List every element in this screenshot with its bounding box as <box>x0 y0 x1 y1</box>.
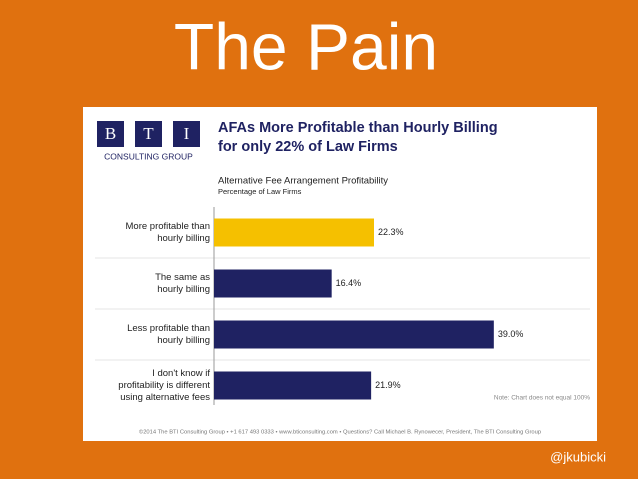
bar <box>214 269 332 298</box>
chart-title: AFAs More Profitable than Hourly Billing <box>218 120 498 136</box>
logo-letter: I <box>184 124 190 143</box>
category-label: hourly billing <box>157 284 210 295</box>
bar <box>214 320 494 349</box>
value-label: 39.0% <box>498 329 524 339</box>
value-label: 21.9% <box>375 380 401 390</box>
logo-letter: B <box>105 124 116 143</box>
category-label: profitability is different <box>118 380 210 391</box>
value-label: 16.4% <box>336 278 362 288</box>
logo-box <box>97 121 124 147</box>
logo: B T I CONSULTING GROUP <box>97 121 200 161</box>
category-label: I don't know if <box>152 368 210 379</box>
logo-name: CONSULTING GROUP <box>104 151 193 161</box>
category-label: hourly billing <box>157 233 210 244</box>
chart-title: for only 22% of Law Firms <box>218 139 398 155</box>
category-label: More profitable than <box>126 221 211 232</box>
axis-label: Percentage of Law Firms <box>218 187 302 196</box>
value-label: 22.3% <box>378 227 404 237</box>
logo-box <box>135 121 162 147</box>
category-label: hourly billing <box>157 335 210 346</box>
logo-box <box>173 121 200 147</box>
category-label: Less profitable than <box>127 323 210 334</box>
bar <box>214 371 372 400</box>
slide-title: The Pain <box>174 9 438 83</box>
bar <box>214 218 375 247</box>
chart-subtitle: Alternative Fee Arrangement Profitabilit… <box>218 176 388 187</box>
footer: ©2014 The BTI Consulting Group • +1 617 … <box>139 429 541 436</box>
logo-letter: T <box>143 124 154 143</box>
handle: @jkubicki <box>550 449 606 464</box>
note: Note: Chart does not equal 100% <box>494 395 590 402</box>
category-label: The same as <box>155 272 210 283</box>
category-label: using alternative fees <box>120 392 210 403</box>
